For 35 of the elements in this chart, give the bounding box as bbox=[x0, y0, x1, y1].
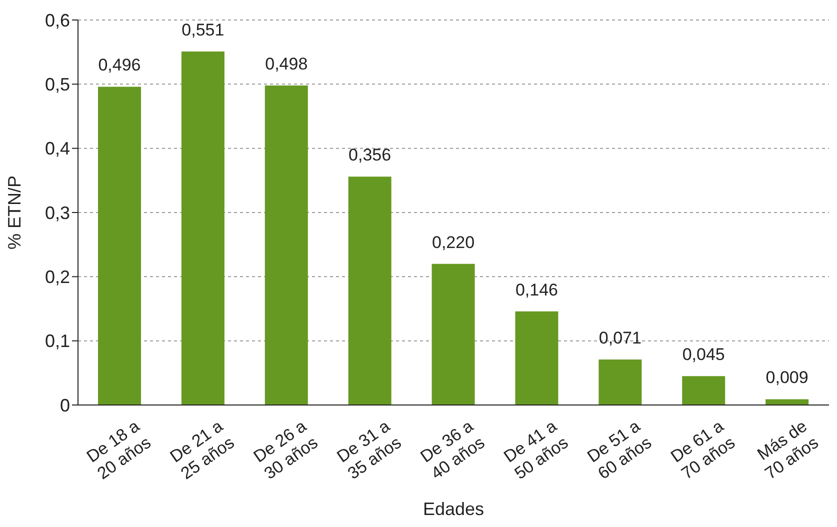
x-tick-label: De 51 a 60 años bbox=[584, 416, 656, 484]
data-label: 0,146 bbox=[515, 280, 558, 300]
bar bbox=[348, 176, 392, 405]
bar bbox=[682, 376, 726, 405]
bar bbox=[264, 85, 308, 405]
x-tick-label: De 61 a 70 años bbox=[667, 416, 738, 484]
bar bbox=[432, 264, 475, 405]
x-tick-label: De 21 a 25 años bbox=[166, 416, 238, 484]
data-label: 0,045 bbox=[682, 345, 725, 364]
y-tick-label: 0,5 bbox=[44, 74, 70, 95]
data-label: 0,496 bbox=[98, 56, 141, 75]
x-tick-label: De 31 a 35 años bbox=[334, 416, 405, 484]
bar bbox=[515, 311, 558, 405]
data-label: 0,009 bbox=[766, 368, 808, 388]
bar bbox=[98, 86, 141, 405]
x-tick-label: De 26 a 30 años bbox=[250, 416, 322, 484]
bar bbox=[181, 51, 224, 405]
data-label: 0,220 bbox=[432, 232, 475, 252]
y-tick-label: 0,4 bbox=[44, 138, 70, 159]
x-tick-label: Más de 70 años bbox=[754, 416, 822, 484]
x-tick-label: De 36 a 40 años bbox=[417, 416, 488, 484]
y-tick-label: 0,2 bbox=[44, 267, 70, 288]
data-label: 0,356 bbox=[348, 146, 392, 165]
bar bbox=[766, 399, 809, 405]
y-tick-label: 0,6 bbox=[44, 10, 70, 30]
bar bbox=[598, 359, 642, 405]
data-label: 0,498 bbox=[265, 54, 308, 74]
y-tick-label: 0 bbox=[60, 395, 70, 416]
y-tick-label: 0,3 bbox=[44, 202, 70, 223]
x-tick-label: De 18 a 20 años bbox=[83, 416, 154, 484]
x-tick-label: De 41 a 50 años bbox=[500, 416, 572, 484]
data-label: 0,551 bbox=[182, 20, 224, 40]
y-tick-label: 0,1 bbox=[44, 331, 70, 352]
data-label: 0,071 bbox=[598, 328, 642, 348]
x-axis-title: Edades bbox=[422, 499, 484, 519]
